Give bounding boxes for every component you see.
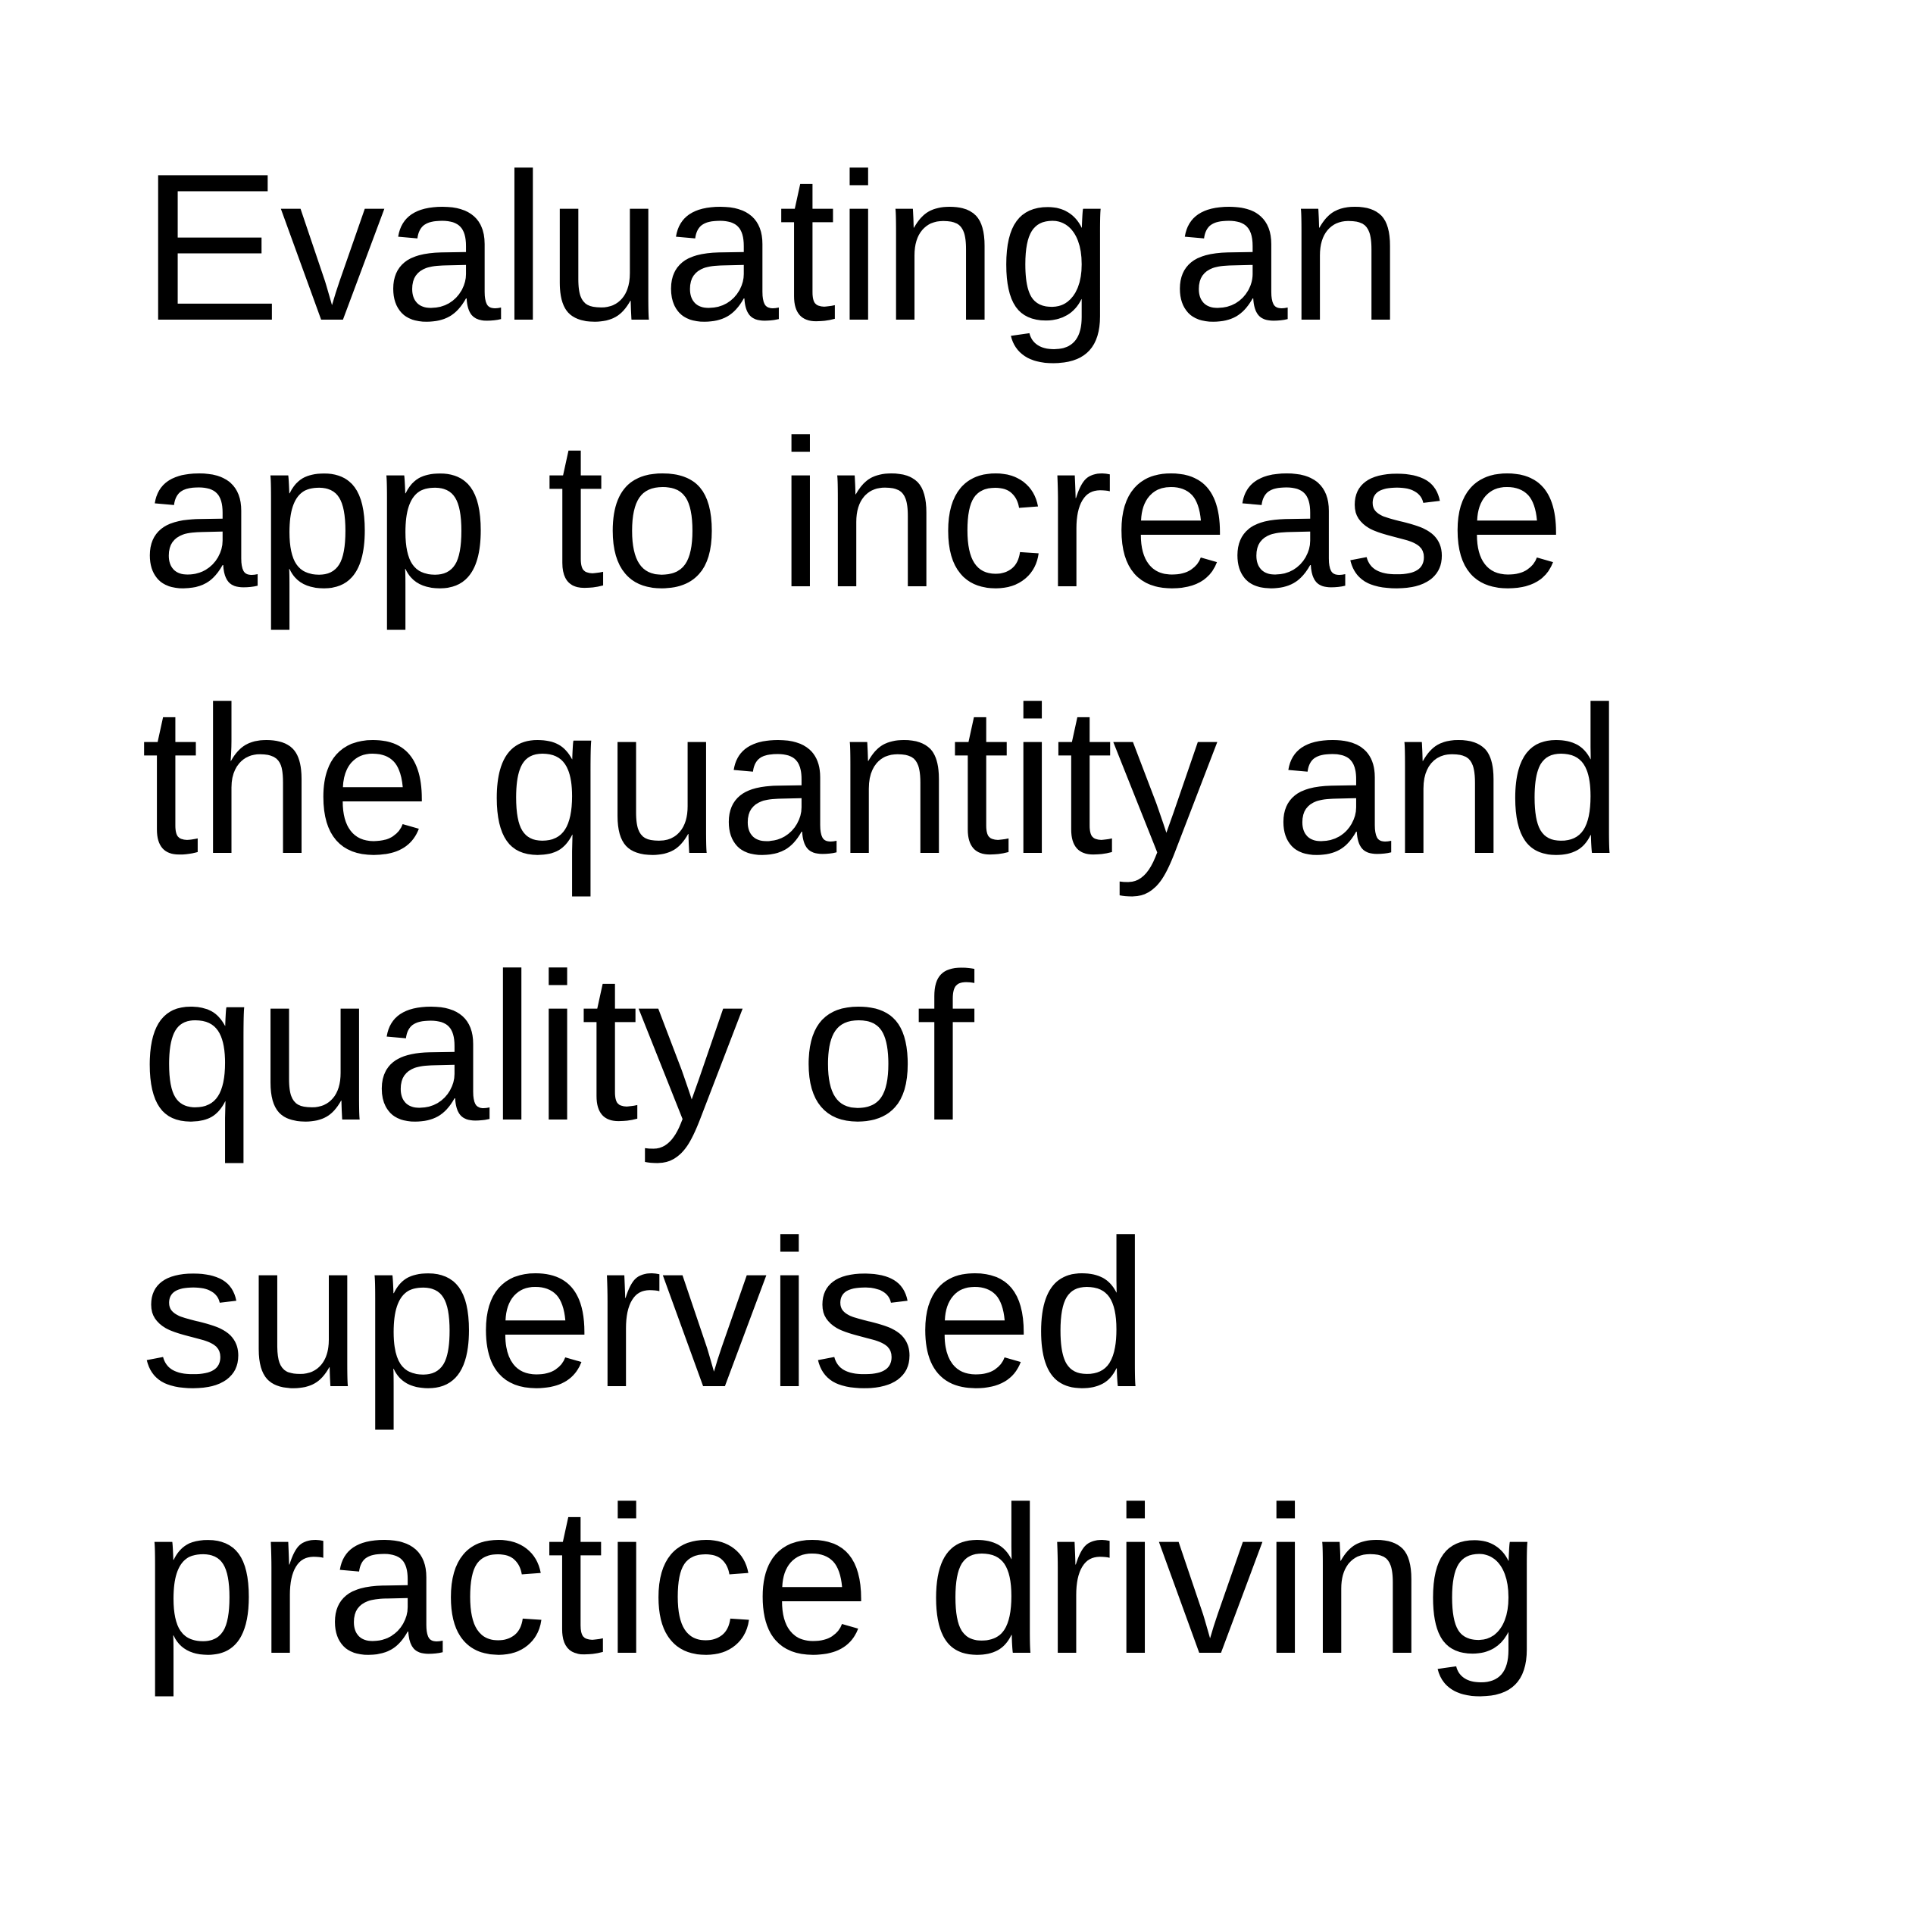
title-line-1: Evaluating an (141, 130, 1404, 364)
title-line-6: practice driving (141, 1463, 1541, 1697)
title-line-5: supervised (141, 1196, 1149, 1431)
title-line-3: the quantity and (141, 663, 1623, 898)
page-title: Evaluating an app to increase the quanti… (141, 114, 1884, 1713)
title-line-2: app to increase (141, 396, 1565, 631)
title-line-4: quality of (141, 929, 974, 1164)
